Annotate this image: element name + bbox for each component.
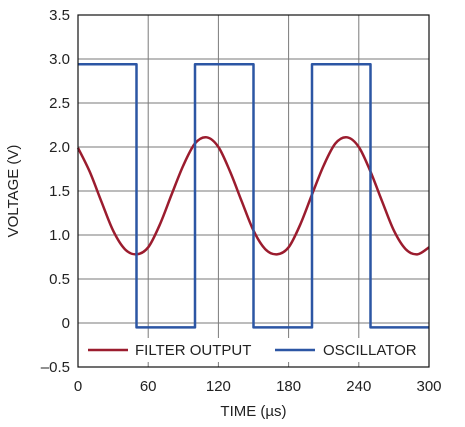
legend-label-filter-output: FILTER OUTPUT <box>135 342 251 359</box>
plot-frame <box>77 14 430 368</box>
series-layer <box>76 63 430 329</box>
x-tick-label: 0 <box>74 378 82 395</box>
legend-label-oscillator: OSCILLATOR <box>323 342 417 359</box>
x-tick-label: 240 <box>346 378 371 395</box>
x-tick-label: 60 <box>140 378 157 395</box>
y-tick-label: 0.5 <box>49 271 70 288</box>
x-tick-label: 300 <box>416 378 441 395</box>
y-tick-label: 2.5 <box>49 95 70 112</box>
y-tick-label: 2.0 <box>49 139 70 156</box>
y-tick-label: –0.5 <box>41 359 70 376</box>
y-tick-label: 1.5 <box>49 183 70 200</box>
legend-background <box>82 338 425 362</box>
x-tick-label: 180 <box>276 378 301 395</box>
tick-labels: 0 60 120 180 240 3003.53.02.52.01.51.00.50–0.… <box>41 7 442 395</box>
y-tick-label: 0 <box>62 315 70 332</box>
y-tick-label: 3.5 <box>49 7 70 24</box>
y-tick-label: 1.0 <box>49 227 70 244</box>
legend: FILTER OUTPUT OSCILLATOR <box>82 338 425 362</box>
y-axis-title: VOLTAGE (V) <box>5 145 22 238</box>
x-tick-label: 120 <box>206 378 231 395</box>
y-tick-label: 3.0 <box>49 51 70 68</box>
x-axis-title: TIME (µs) <box>220 403 286 420</box>
series-line-oscillator <box>78 63 429 329</box>
